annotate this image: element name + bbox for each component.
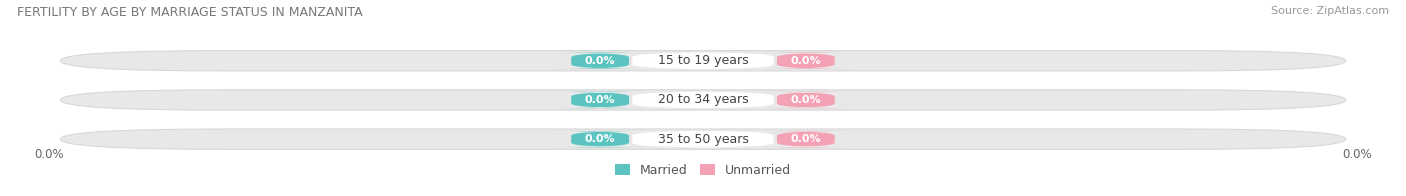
Text: 0.0%: 0.0%: [790, 134, 821, 144]
Legend: Married, Unmarried: Married, Unmarried: [614, 164, 792, 177]
Text: 0.0%: 0.0%: [585, 56, 616, 66]
FancyBboxPatch shape: [60, 51, 1346, 71]
FancyBboxPatch shape: [553, 131, 648, 147]
FancyBboxPatch shape: [633, 131, 773, 147]
FancyBboxPatch shape: [758, 92, 853, 108]
FancyBboxPatch shape: [553, 92, 648, 108]
Text: 15 to 19 years: 15 to 19 years: [658, 54, 748, 67]
FancyBboxPatch shape: [60, 90, 1346, 110]
FancyBboxPatch shape: [60, 129, 1346, 149]
Text: 35 to 50 years: 35 to 50 years: [658, 133, 748, 146]
Text: 0.0%: 0.0%: [790, 95, 821, 105]
FancyBboxPatch shape: [758, 131, 853, 147]
FancyBboxPatch shape: [633, 92, 773, 108]
Text: Source: ZipAtlas.com: Source: ZipAtlas.com: [1271, 6, 1389, 16]
FancyBboxPatch shape: [553, 53, 648, 69]
Text: 0.0%: 0.0%: [1341, 148, 1371, 161]
Text: 20 to 34 years: 20 to 34 years: [658, 93, 748, 106]
Text: 0.0%: 0.0%: [790, 56, 821, 66]
FancyBboxPatch shape: [633, 53, 773, 69]
Text: 0.0%: 0.0%: [585, 95, 616, 105]
Text: 0.0%: 0.0%: [585, 134, 616, 144]
Text: FERTILITY BY AGE BY MARRIAGE STATUS IN MANZANITA: FERTILITY BY AGE BY MARRIAGE STATUS IN M…: [17, 6, 363, 19]
FancyBboxPatch shape: [758, 53, 853, 69]
Text: 0.0%: 0.0%: [35, 148, 65, 161]
